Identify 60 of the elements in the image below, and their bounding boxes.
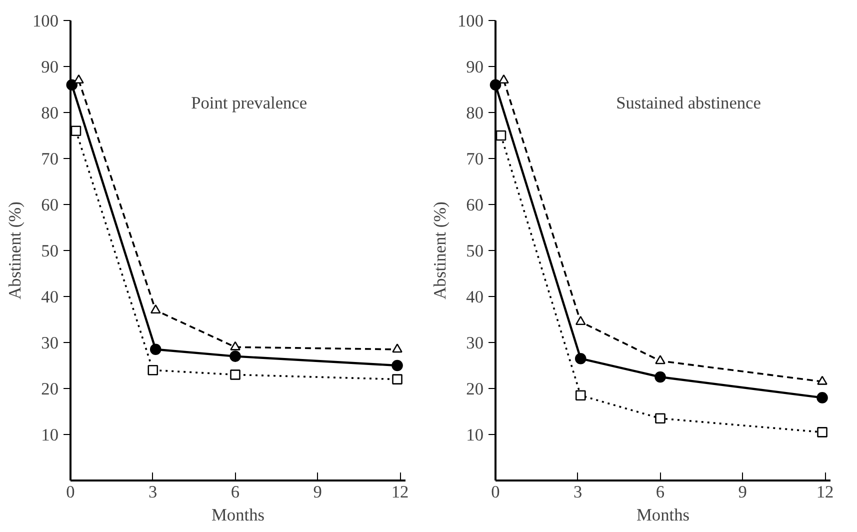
y-tick-label: 100 xyxy=(32,12,59,30)
x-tick-label: 12 xyxy=(391,482,409,502)
y-tick-label: 20 xyxy=(41,380,58,398)
point xyxy=(575,316,586,326)
point xyxy=(654,371,666,383)
x-tick-label: 12 xyxy=(816,482,834,502)
point xyxy=(575,390,586,401)
y-tick-label: 100 xyxy=(458,12,484,30)
point xyxy=(817,376,828,385)
point xyxy=(574,352,586,364)
point xyxy=(655,355,666,364)
y-tick-label: 30 xyxy=(41,334,58,352)
y-tick-label: 40 xyxy=(41,288,58,306)
point xyxy=(816,392,828,404)
y-tick-label: 90 xyxy=(466,58,484,76)
x-tick-label: 6 xyxy=(230,482,240,502)
x-tick-label: 0 xyxy=(491,482,500,502)
y-tick-label: 30 xyxy=(466,334,484,352)
y-tick-label: 70 xyxy=(466,150,484,168)
point xyxy=(150,344,162,356)
y-tick-label: 80 xyxy=(41,104,58,122)
y-axis-title: Abstinent (%) xyxy=(430,201,450,300)
annotation: Point prevalence xyxy=(191,94,308,112)
point xyxy=(148,364,158,376)
point xyxy=(392,360,403,372)
point xyxy=(496,130,506,141)
y-tick-label: 10 xyxy=(41,426,58,444)
y-tick-label: 70 xyxy=(41,150,58,168)
y-tick-label: 80 xyxy=(466,104,484,122)
point xyxy=(66,79,78,91)
y-axis-title: Abstinent (%) xyxy=(6,201,25,300)
point xyxy=(230,341,240,350)
y-tick-label: 60 xyxy=(466,196,484,214)
point xyxy=(392,344,402,353)
point xyxy=(150,304,161,314)
y-tick-label: 50 xyxy=(41,242,58,260)
y-tick-label: 90 xyxy=(41,58,58,76)
point xyxy=(230,350,241,362)
annotation: Sustained abstinence xyxy=(616,94,762,112)
point xyxy=(817,427,828,438)
y-tick-label: 50 xyxy=(466,242,484,260)
x-tick-label: 3 xyxy=(148,482,158,502)
point xyxy=(70,126,82,136)
y-tick-label: 40 xyxy=(466,288,484,306)
point xyxy=(230,370,240,380)
point xyxy=(498,74,509,84)
x-tick-label: 6 xyxy=(656,482,665,502)
point xyxy=(392,374,402,384)
x-axis-title: Months xyxy=(212,506,265,524)
y-tick-label: 20 xyxy=(466,380,484,398)
x-axis-title: Months xyxy=(636,506,690,524)
y-tick-label: 10 xyxy=(466,426,484,444)
x-tick-label: 9 xyxy=(313,482,322,502)
x-tick-label: 3 xyxy=(574,482,582,502)
point xyxy=(655,413,666,424)
y-tick-label: 60 xyxy=(41,196,58,214)
point xyxy=(74,74,84,84)
x-tick-label: 0 xyxy=(66,482,75,502)
point xyxy=(490,79,502,91)
x-tick-label: 9 xyxy=(738,482,747,502)
